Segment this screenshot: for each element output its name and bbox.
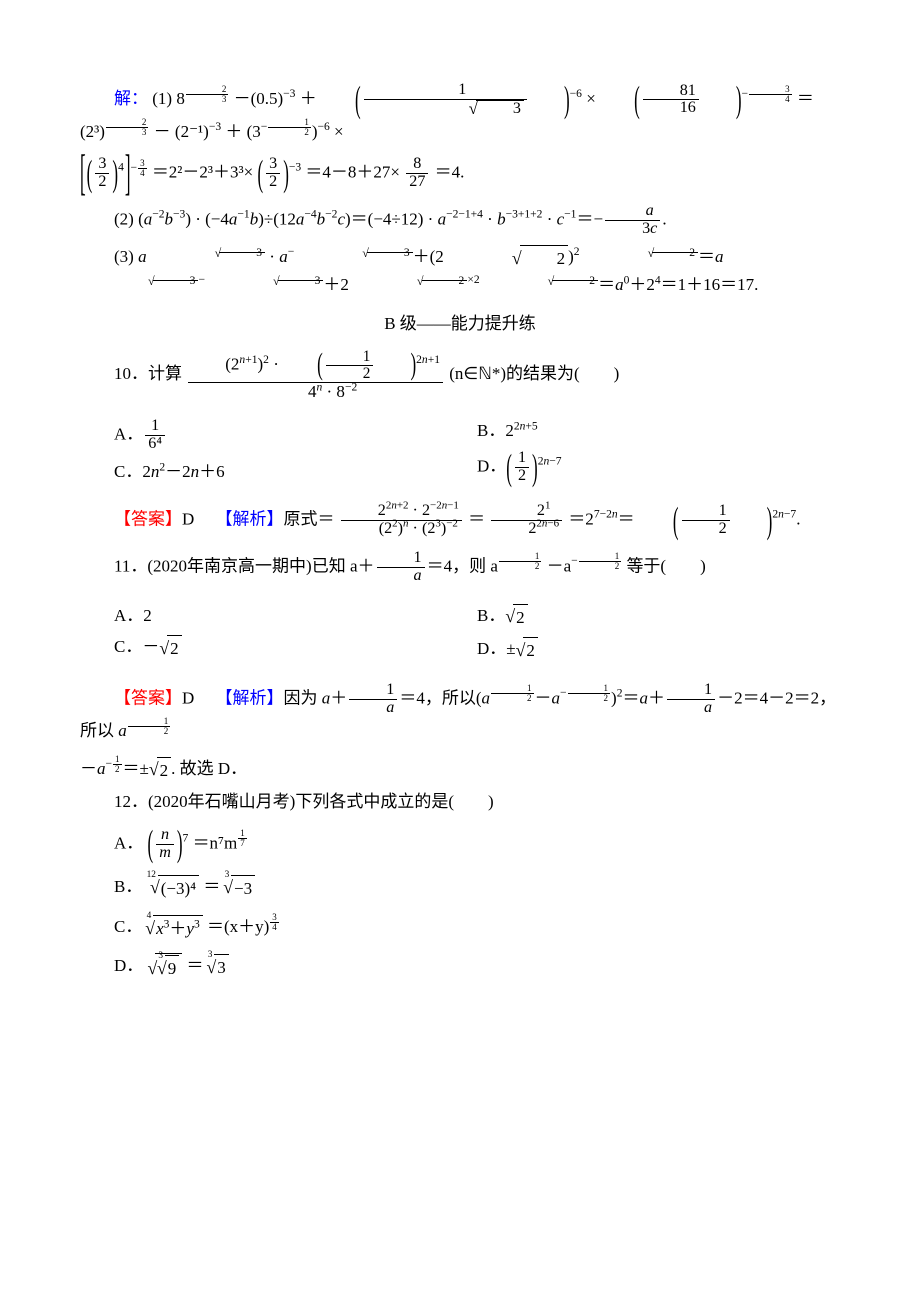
explain-label: 【解析】: [216, 509, 284, 528]
q10-options: A．16⁴ C．2n2－2n＋6 B．22n+5 D．(12)2n−7: [114, 412, 840, 490]
q11-answer: 【答案】D 【解析】因为 a＋1a＝4，所以(a12－a−12)2＝a＋1a－2…: [80, 682, 840, 743]
answer-label: 【答案】: [114, 509, 182, 528]
q11-options: A．2 C．－√2 B．√2 D．±√2: [114, 597, 840, 670]
q12-opt-c: C． 4√x3＋y3 ＝(x＋y)34: [114, 913, 840, 941]
sol1-prefix: (1) 8: [152, 89, 185, 108]
q10-opt-a: A．16⁴: [114, 418, 477, 453]
sol-line-1: 解： (1) 823 －(0.5)−3 ＋ (1√3)−6 × (8116)−3…: [80, 82, 840, 144]
explain-label: 【解析】: [216, 688, 284, 707]
q11-opt-b: B．√2: [477, 603, 840, 630]
q12-opt-d: D． √3√9 ＝ 3√3: [114, 953, 840, 981]
q12-stem: 12．(2020年石嘴山月考)下列各式中成立的是( ): [80, 789, 840, 815]
q10-opt-d: D．(12)2n−7: [477, 450, 840, 485]
sol-line-3: (2) (a−2b−3) · (−4a−1b)÷(12a−4b−2c)＝(−4÷…: [80, 203, 840, 238]
q11-opt-d: D．±√2: [477, 636, 840, 663]
q10-stem: 10．计算 (2n+1)2 · (12)2n+1 4n · 8−2 (n∈ℕ*)…: [80, 349, 840, 401]
q11-stem: 11．(2020年南京高一期中)已知 a＋1a＝4，则 a12 －a−12 等于…: [80, 550, 840, 585]
answer-label: 【答案】: [114, 688, 182, 707]
q12-opt-b: B． 12√(−3)⁴ ＝ 3√−3: [114, 874, 840, 901]
q10-opt-c: C．2n2－2n＋6: [114, 459, 477, 485]
sol-line-4: (3) a√3 · a−√3＋(2√2)2√2＝a√3−√3＋2√2×2√2＝a…: [80, 244, 840, 297]
q11-answer-cont: －a−12＝±√2. 故选 D．: [80, 755, 840, 783]
q11-opt-a: A．2: [114, 603, 477, 629]
q12-opt-a: A． (nm)7 ＝n⁷m17: [114, 827, 840, 862]
page: 解： (1) 823 －(0.5)−3 ＋ (1√3)−6 × (8116)−3…: [0, 0, 920, 1302]
section-b-header: B 级——能力提升练: [80, 311, 840, 337]
q10-answer: 【答案】D 【解析】原式＝ 22n+2 · 2−2n−1(22)n · (23)…: [80, 503, 840, 538]
q11-opt-c: C．－√2: [114, 634, 477, 661]
sol-line-2: [(32)4]−34 ＝2²－2³＋3³× (32)−3 ＝4－8＋27× 82…: [80, 156, 840, 191]
sol-label: 解：: [114, 89, 148, 108]
